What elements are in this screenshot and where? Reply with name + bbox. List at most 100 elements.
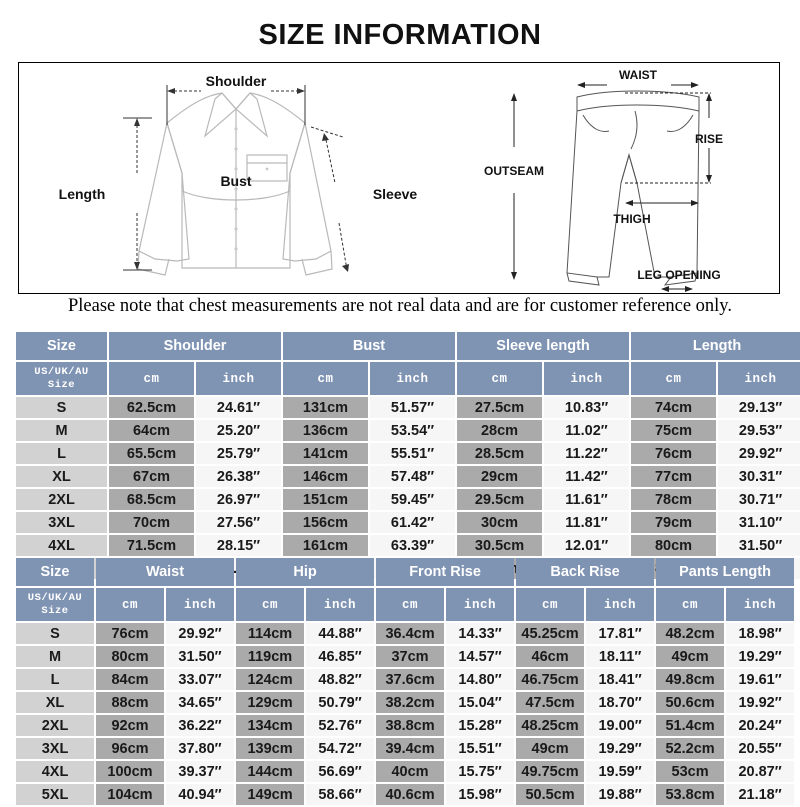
inch-cell: 17.81″ xyxy=(586,623,655,644)
inch-cell: 57.48″ xyxy=(370,466,456,487)
cm-cell: 40cm xyxy=(376,761,445,782)
cm-cell: 149cm xyxy=(236,784,305,805)
length-dimension xyxy=(123,117,152,271)
inch-cell: 14.33″ xyxy=(446,623,515,644)
inch-cell: 29.13″ xyxy=(718,397,800,418)
pants-header-unit-cm: cm xyxy=(516,588,585,621)
cm-cell: 88cm xyxy=(96,692,164,713)
cm-cell: 139cm xyxy=(236,738,305,759)
cm-cell: 40.6cm xyxy=(376,784,445,805)
inch-cell: 27.56″ xyxy=(196,512,281,533)
inch-cell: 39.37″ xyxy=(166,761,235,782)
cm-cell: 50.6cm xyxy=(656,692,725,713)
cm-cell: 47.5cm xyxy=(516,692,585,713)
inch-cell: 19.00″ xyxy=(586,715,655,736)
table-row: 2XL 92cm 36.22″ 134cm 52.76″ 38.8cm 15.28″ 48.2… xyxy=(16,715,795,736)
apparel-header-unit-cm: cm xyxy=(109,362,194,395)
inch-cell: 29.92″ xyxy=(166,623,235,644)
inch-cell: 11.61″ xyxy=(544,489,630,510)
cm-cell: 45.25cm xyxy=(516,623,585,644)
table-row: S 62.5cm 24.61″ 131cm 51.57″ 27.5cm 10.83″ 74cm… xyxy=(16,397,800,418)
apparel-header-unit-inch: inch xyxy=(370,362,456,395)
cm-cell: 37.6cm xyxy=(376,669,445,690)
cm-cell: 124cm xyxy=(236,669,305,690)
apparel-header-unit-cm: cm xyxy=(283,362,368,395)
cm-cell: 144cm xyxy=(236,761,305,782)
disclaimer-note: Please note that chest measurements are … xyxy=(68,296,732,316)
cm-cell: 79cm xyxy=(631,512,717,533)
inch-cell: 50.79″ xyxy=(306,692,375,713)
inch-cell: 58.66″ xyxy=(306,784,375,805)
apparel-header-size-sub: US/UK/AU Size xyxy=(16,362,107,395)
inch-cell: 10.83″ xyxy=(544,397,630,418)
inch-cell: 11.22″ xyxy=(544,443,630,464)
cm-cell: 29.5cm xyxy=(457,489,543,510)
cm-cell: 28.5cm xyxy=(457,443,543,464)
inch-cell: 29.92″ xyxy=(718,443,800,464)
table-row: 2XL 68.5cm 26.97″ 151cm 59.45″ 29.5cm 11.61″ 78… xyxy=(16,489,800,510)
cm-cell: 49cm xyxy=(656,646,725,667)
cm-cell: 75cm xyxy=(631,420,717,441)
inch-cell: 14.57″ xyxy=(446,646,515,667)
inch-cell: 20.24″ xyxy=(726,715,795,736)
cm-cell: 49cm xyxy=(516,738,585,759)
waist-dimension xyxy=(577,82,699,88)
pants-label-thigh: THIGH xyxy=(613,212,650,226)
inch-cell: 18.70″ xyxy=(586,692,655,713)
shoulder-dimension xyxy=(166,85,306,125)
inch-cell: 46.85″ xyxy=(306,646,375,667)
illustration-svg: Shoulder Length Bust Sleeve xyxy=(59,68,723,292)
pants-header-unit-cm: cm xyxy=(376,588,445,621)
cm-cell: 129cm xyxy=(236,692,305,713)
inch-cell: 31.50″ xyxy=(718,535,800,556)
cm-cell: 49.8cm xyxy=(656,669,725,690)
inch-cell: 11.42″ xyxy=(544,466,630,487)
inch-cell: 11.81″ xyxy=(544,512,630,533)
size-cell: 2XL xyxy=(16,489,107,510)
inch-cell: 55.51″ xyxy=(370,443,456,464)
pants-label-waist: WAIST xyxy=(619,68,658,82)
cm-cell: 36.4cm xyxy=(376,623,445,644)
cm-cell: 62.5cm xyxy=(109,397,194,418)
apparel-table-body: S 62.5cm 24.61″ 131cm 51.57″ 27.5cm 10.83″ 74cm… xyxy=(16,397,800,579)
shirt-label-bust: Bust xyxy=(220,173,251,189)
inch-cell: 19.29″ xyxy=(726,646,795,667)
pants-label-outseam: OUTSEAM xyxy=(484,164,544,178)
inch-cell: 20.87″ xyxy=(726,761,795,782)
cm-cell: 84cm xyxy=(96,669,164,690)
thigh-dimension xyxy=(625,200,699,206)
pants-header-unit-cm: cm xyxy=(96,588,164,621)
apparel-table-head: Size Shoulder Bust Sleeve length Length US/U… xyxy=(16,332,800,395)
sleeve-dimension xyxy=(310,126,349,272)
pants-header-group: Pants Length xyxy=(656,558,795,586)
cm-cell: 39.4cm xyxy=(376,738,445,759)
cm-cell: 104cm xyxy=(96,784,164,805)
inch-cell: 15.04″ xyxy=(446,692,515,713)
cm-cell: 68.5cm xyxy=(109,489,194,510)
cm-cell: 80cm xyxy=(96,646,164,667)
cm-cell: 100cm xyxy=(96,761,164,782)
size-cell: M xyxy=(16,646,94,667)
inch-cell: 18.98″ xyxy=(726,623,795,644)
cm-cell: 134cm xyxy=(236,715,305,736)
inch-cell: 15.28″ xyxy=(446,715,515,736)
cm-cell: 30cm xyxy=(457,512,543,533)
cm-cell: 156cm xyxy=(283,512,368,533)
cm-cell: 48.2cm xyxy=(656,623,725,644)
apparel-header-unit-inch: inch xyxy=(544,362,630,395)
cm-cell: 52.2cm xyxy=(656,738,725,759)
table-row: S 76cm 29.92″ 114cm 44.88″ 36.4cm 14.33″ 45.25c… xyxy=(16,623,795,644)
size-cell: XL xyxy=(16,466,107,487)
inch-cell: 59.45″ xyxy=(370,489,456,510)
inch-cell: 54.72″ xyxy=(306,738,375,759)
table-row: 4XL 100cm 39.37″ 144cm 56.69″ 40cm 15.75″ 49.75… xyxy=(16,761,795,782)
size-cell: S xyxy=(16,397,107,418)
size-cell: 4XL xyxy=(16,535,107,556)
apparel-size-sub-line2: Size xyxy=(47,378,76,391)
size-cell: L xyxy=(16,669,94,690)
pants-table-body: S 76cm 29.92″ 114cm 44.88″ 36.4cm 14.33″ 45.25c… xyxy=(16,623,795,805)
pants-table-head: Size Waist Hip Front Rise Back Rise Pants Len… xyxy=(16,558,795,621)
cm-cell: 67cm xyxy=(109,466,194,487)
cm-cell: 161cm xyxy=(283,535,368,556)
